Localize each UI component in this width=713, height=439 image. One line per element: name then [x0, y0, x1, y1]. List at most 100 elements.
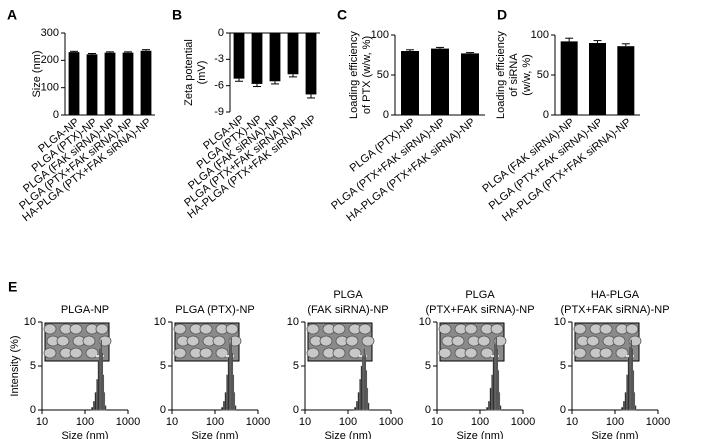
histogram-bar [498, 392, 501, 411]
x-tick-label: PLGA (PTX+FAK siRNA)-NP [329, 116, 447, 212]
y-axis-label: of PTX (w/w, %) [361, 36, 373, 114]
particle [69, 323, 83, 335]
particle [82, 335, 96, 347]
particle [480, 347, 494, 359]
x-tick-label: 10 [166, 416, 178, 428]
x-tick-label: 1000 [379, 416, 403, 428]
particle [464, 323, 478, 335]
panel-title: HA-PLGA [591, 289, 640, 301]
x-tick-label: 1000 [511, 416, 535, 428]
x-tick-label: 1000 [646, 416, 670, 428]
histogram-bar [633, 392, 636, 411]
particle [43, 323, 57, 335]
panel-title: PLGA-NP [61, 304, 109, 316]
x-tick-label: HA-PLGA (PTX+FAK siRNA)-NP [344, 116, 477, 224]
y-axis-label: Loading efficiency [348, 31, 360, 119]
histogram-bar [357, 392, 360, 411]
histogram-bar [354, 407, 357, 411]
bar [560, 41, 578, 115]
particle [348, 347, 362, 359]
particle [599, 347, 613, 359]
y-tick-label: 5 [160, 360, 166, 372]
particle [69, 347, 83, 359]
bar [140, 50, 152, 116]
panel-title: PLGA [333, 289, 363, 301]
y-tick-label: -3 [214, 53, 224, 65]
particle [573, 347, 587, 359]
particle [43, 347, 57, 359]
panel-title: (FAK siRNA)-NP [307, 304, 388, 316]
y-tick-label: 0 [160, 404, 166, 416]
particle [477, 335, 491, 347]
x-tick-label: 10 [36, 416, 48, 428]
particle [361, 335, 375, 347]
x-tick-label: 100 [206, 416, 224, 428]
histogram-bar [621, 407, 624, 411]
particle [228, 335, 242, 347]
y-tick-label: 10 [419, 316, 431, 328]
particle [628, 335, 642, 347]
x-tick-label: 100 [471, 416, 489, 428]
y-tick-label: 0 [383, 109, 389, 121]
histogram-bar [233, 392, 236, 411]
histogram-bar [366, 387, 369, 411]
y-tick-label: 0 [560, 404, 566, 416]
y-tick-label: 50 [377, 69, 389, 81]
histogram-bar [491, 374, 494, 411]
y-tick-label: 10 [24, 316, 36, 328]
histogram-bar [624, 392, 627, 411]
sem-inset [573, 322, 642, 362]
x-tick-label: 100 [606, 416, 624, 428]
histogram-bar [486, 407, 489, 411]
particle [98, 335, 112, 347]
histogram-bar [96, 379, 99, 411]
particle [56, 335, 70, 347]
histogram-bar [94, 392, 97, 411]
panel-label: A [7, 7, 17, 23]
y-tick-label: -9 [214, 106, 224, 118]
bar [401, 51, 419, 115]
sem-inset [438, 322, 507, 362]
bar [104, 52, 116, 115]
particle [625, 323, 639, 335]
particle [212, 335, 226, 347]
x-tick-label: 10 [566, 416, 578, 428]
histogram-bar [359, 379, 362, 411]
bar [431, 48, 449, 115]
y-tick-label: 0 [53, 109, 59, 121]
y-tick-label: 100 [531, 29, 549, 41]
histogram-bar [222, 401, 226, 411]
bar [617, 46, 635, 116]
bar [305, 33, 317, 95]
particle [573, 323, 587, 335]
histogram-bar [492, 357, 495, 411]
sem-inset [43, 322, 112, 362]
panel-label: E [8, 279, 17, 295]
y-tick-label: 5 [560, 360, 566, 372]
particle [490, 323, 504, 335]
particle [225, 323, 239, 335]
particle [332, 323, 346, 335]
y-axis-label: (w/w, %) [521, 54, 533, 96]
particle [319, 335, 333, 347]
y-tick-label: 0 [30, 404, 36, 416]
bar [251, 33, 263, 84]
particle [345, 335, 359, 347]
y-tick-label: 200 [41, 54, 59, 66]
particle [612, 335, 626, 347]
y-tick-label: 300 [41, 27, 59, 39]
particle [493, 335, 507, 347]
y-axis-label: of siRNA [508, 53, 520, 97]
y-axis-label: Intensity (%) [9, 335, 21, 396]
bar [287, 33, 299, 75]
histogram-bar [234, 405, 237, 411]
x-tick-label: 1000 [116, 416, 140, 428]
x-tick-label: 10 [431, 416, 443, 428]
x-axis-label: Size (nm) [191, 430, 238, 439]
x-tick-label: 100 [339, 416, 357, 428]
particle [85, 347, 99, 359]
particle [306, 323, 320, 335]
x-axis-label: Size (nm) [591, 430, 638, 439]
histogram-bar [499, 405, 502, 411]
